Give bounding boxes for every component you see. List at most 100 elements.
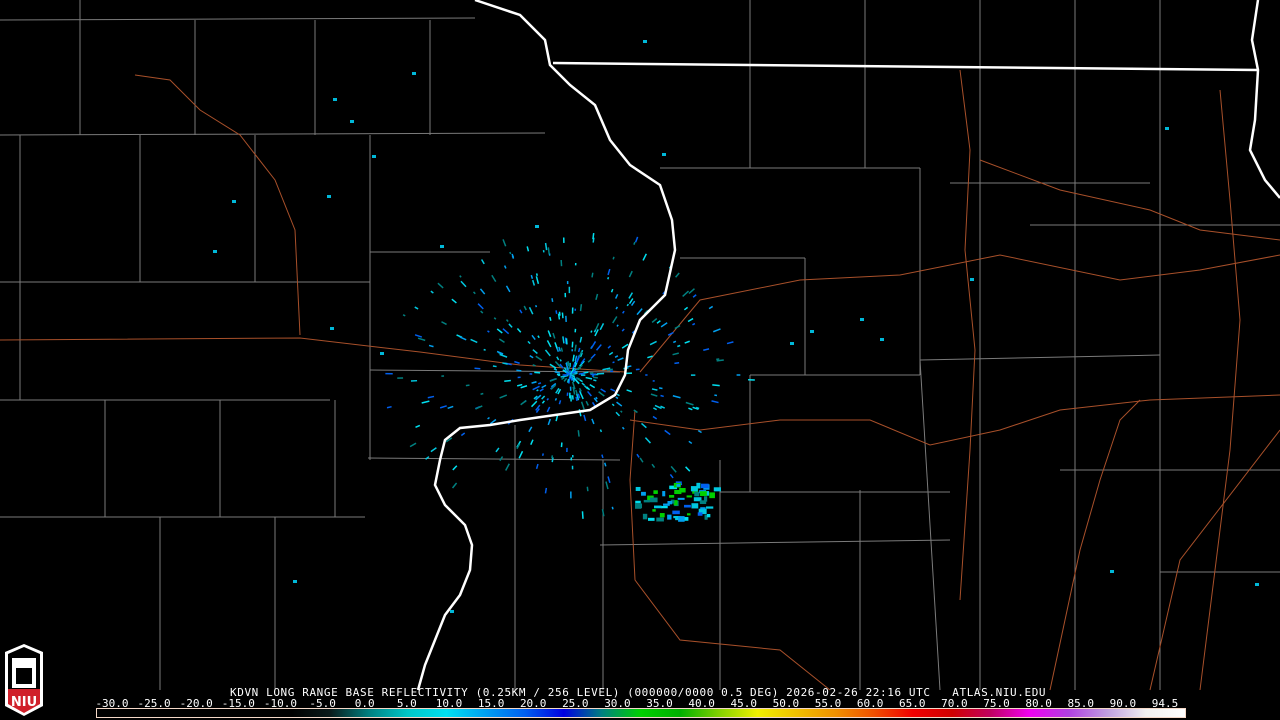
echo-mark — [533, 395, 538, 400]
echo-mark — [649, 340, 657, 346]
echo-mark — [578, 351, 583, 358]
echo-mark — [571, 376, 576, 382]
echo-mark — [530, 274, 534, 279]
echo-mark — [581, 382, 586, 386]
county-line — [919, 359, 941, 691]
echo-mark — [575, 377, 581, 381]
colorbar-labels: -30.0 -25.0 -20.0 -15.0 -10.0 -5.0 0.0 5.0 10.0 1… — [0, 697, 1280, 710]
echo-mark — [654, 404, 662, 410]
state-line-wi — [552, 61, 1259, 72]
echo-mark — [558, 346, 561, 352]
echo-mark — [660, 394, 664, 398]
echo-mark — [593, 397, 598, 403]
echo-mark — [610, 388, 616, 392]
echo-mark — [541, 400, 545, 404]
colorbar-label: 25.0 — [562, 697, 589, 710]
echo-mark — [333, 98, 337, 101]
echo-mark — [402, 314, 406, 317]
echo-mark — [580, 401, 585, 410]
echo-mark — [607, 345, 612, 349]
echo-mark — [593, 379, 597, 382]
echo-mark — [670, 465, 677, 473]
echo-mark — [656, 320, 661, 324]
echo-mark — [672, 352, 679, 356]
echo-mark — [535, 355, 543, 362]
echo-mark — [541, 453, 545, 456]
echo-mark — [421, 400, 430, 404]
echo-mark — [492, 365, 497, 368]
echo-mark — [572, 354, 575, 362]
echo-mark — [653, 505, 662, 509]
mississippi-river-border — [416, 0, 677, 691]
echo-mark — [601, 508, 605, 517]
echo-mark — [496, 328, 503, 334]
echo-mark — [590, 353, 596, 360]
echo-mark — [970, 278, 974, 281]
reflectivity-colorbar — [96, 708, 1186, 718]
echo-mark — [692, 294, 697, 298]
echo-mark — [440, 245, 444, 248]
echo-mark — [643, 499, 650, 503]
echo-mark — [428, 344, 434, 348]
echo-mark — [520, 400, 527, 406]
echo-mark — [633, 241, 636, 245]
echo-mark — [672, 510, 680, 515]
echo-mark — [685, 401, 694, 406]
colorbar-label: -25.0 — [137, 697, 171, 710]
echo-mark — [607, 276, 610, 280]
echo-mark — [541, 384, 547, 389]
echo-mark — [567, 361, 570, 367]
echo-mark — [535, 404, 541, 411]
echo-mark — [607, 476, 611, 484]
echo-mark — [612, 316, 618, 324]
echo-mark — [386, 405, 392, 409]
echo-mark — [505, 285, 511, 293]
colorbar-label: -5.0 — [309, 697, 336, 710]
echo-mark — [537, 382, 542, 385]
echo-mark — [565, 362, 569, 371]
echo-mark — [860, 318, 864, 321]
echo-mark — [641, 422, 647, 429]
echo-mark — [635, 500, 641, 504]
echo-mark — [664, 429, 671, 436]
echo-mark — [660, 505, 668, 509]
county-line — [919, 354, 1161, 361]
echo-mark — [555, 310, 558, 314]
echo-mark — [711, 400, 719, 404]
echo-mark — [621, 343, 629, 349]
echo-mark — [574, 360, 577, 364]
echo-mark — [678, 516, 685, 522]
colorbar-label: 55.0 — [814, 697, 842, 710]
echo-mark — [547, 247, 551, 255]
echo-mark — [634, 236, 639, 243]
echo-mark — [571, 370, 576, 374]
echo-mark — [293, 580, 297, 583]
echo-mark — [642, 513, 648, 520]
echo-mark — [527, 340, 531, 345]
highway — [629, 409, 831, 691]
echo-mark — [586, 486, 589, 492]
echo-mark — [577, 393, 581, 399]
highway — [0, 337, 626, 373]
echo-mark — [615, 306, 619, 310]
echo-mark — [598, 391, 605, 397]
lake-michigan-shore — [1248, 0, 1280, 199]
echo-mark — [509, 251, 512, 255]
echo-mark — [692, 322, 696, 326]
echo-mark — [530, 439, 534, 445]
echo-mark — [647, 355, 653, 359]
echo-mark — [677, 344, 681, 348]
echo-mark — [561, 312, 564, 319]
highway — [1049, 399, 1141, 691]
echo-mark — [544, 242, 548, 251]
echo-mark — [558, 311, 561, 316]
echo-mark — [450, 610, 454, 613]
echo-mark — [810, 330, 814, 333]
echo-mark — [595, 396, 598, 400]
echo-mark — [511, 253, 515, 258]
echo-mark — [663, 503, 670, 506]
echo-mark — [452, 465, 458, 471]
echo-mark — [595, 322, 600, 330]
echo-mark — [425, 456, 430, 460]
